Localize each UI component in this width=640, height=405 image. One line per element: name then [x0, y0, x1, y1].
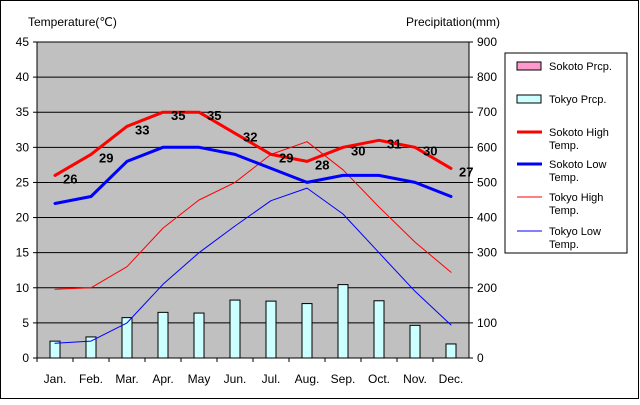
- left-tick-label: 10: [16, 281, 30, 295]
- left-tick-label: 0: [22, 351, 29, 365]
- right-tick-label: 0: [477, 351, 484, 365]
- bar-tokyo-prcp-1: [85, 336, 97, 359]
- left-tick-label: 20: [16, 211, 30, 225]
- gridlines: [37, 76, 469, 324]
- legend-label-1: Tokyo Prcp.: [549, 94, 606, 106]
- right-tick-label: 800: [477, 70, 497, 84]
- data-label-sokoto-high-4: 35: [207, 108, 221, 123]
- bar-tokyo-prcp-2: [121, 317, 133, 359]
- x-tick-label: Jun.: [224, 372, 247, 386]
- line-tokyo-high-temp: [54, 141, 452, 290]
- left-tick-label: 5: [22, 316, 29, 330]
- bar-tokyo-prcp-7: [301, 303, 313, 359]
- legend-label-2: Sokoto High: [549, 127, 609, 139]
- data-labels: 26 29 33 35 35 32 29 28 30 31 30 27: [63, 108, 473, 186]
- left-tick-label: 40: [16, 70, 30, 84]
- x-tick-label: Feb.: [79, 372, 103, 386]
- right-tick-label: 500: [477, 175, 497, 189]
- x-tick-label: Aug.: [295, 372, 320, 386]
- x-tick-label: Nov.: [403, 372, 427, 386]
- data-label-sokoto-high-7: 28: [315, 157, 329, 172]
- bar-tokyo-prcp-6: [265, 300, 277, 359]
- x-tick-label: May: [188, 372, 211, 386]
- legend-swatch-1: [516, 94, 542, 104]
- left-tick-label: 25: [16, 175, 30, 189]
- x-tick-label: Jul.: [262, 372, 281, 386]
- left-tick-label: 45: [16, 35, 30, 49]
- legend-swatch-0: [516, 61, 542, 71]
- right-axis-title: Precipitation(mm): [406, 15, 500, 29]
- legend-label-2: Temp.: [549, 140, 579, 152]
- legend-label-3: Temp.: [549, 172, 579, 184]
- bar-tokyo-prcp-5: [229, 299, 241, 359]
- right-tick-label: 700: [477, 105, 497, 119]
- data-label-sokoto-high-2: 33: [135, 122, 149, 137]
- legend: Sokoto Prcp.Tokyo Prcp.Sokoto HighTemp.S…: [504, 52, 628, 254]
- data-label-sokoto-high-9: 31: [387, 136, 401, 151]
- x-tick-label: Dec.: [439, 372, 464, 386]
- data-label-sokoto-high-8: 30: [351, 143, 365, 158]
- data-label-sokoto-high-10: 30: [423, 143, 437, 158]
- bar-tokyo-prcp-10: [409, 324, 421, 359]
- x-tick-label: Apr.: [152, 372, 173, 386]
- x-tick-label: Jan.: [44, 372, 67, 386]
- data-label-sokoto-high-0: 26: [63, 171, 77, 186]
- legend-label-5: Tokyo Low: [549, 226, 601, 238]
- line-sokoto-high-temp: [53, 110, 453, 177]
- line-sokoto-low-temp: [53, 145, 453, 205]
- data-label-sokoto-high-3: 35: [171, 108, 185, 123]
- legend-label-4: Temp.: [549, 205, 579, 217]
- bar-tokyo-prcp-3: [157, 311, 169, 359]
- x-tick-label: Oct.: [368, 372, 390, 386]
- data-label-sokoto-high-11: 27: [459, 164, 473, 179]
- left-tick-label: 35: [16, 105, 30, 119]
- plot-area: [37, 42, 469, 358]
- right-tick-label: 400: [477, 211, 497, 225]
- bar-tokyo-prcp-4: [193, 312, 205, 359]
- left-tick-label: 30: [16, 140, 30, 154]
- left-tick-label: 15: [16, 246, 30, 260]
- legend-label-0: Sokoto Prcp.: [549, 61, 612, 73]
- data-label-sokoto-high-1: 29: [99, 150, 113, 165]
- left-axis-title: Temperature(℃): [28, 15, 117, 29]
- right-tick-label: 600: [477, 140, 497, 154]
- bar-tokyo-prcp-9: [373, 300, 385, 359]
- bar-tokyo-prcp-11: [445, 343, 457, 359]
- data-label-sokoto-high-5: 32: [243, 129, 257, 144]
- x-tick-label: Sep.: [331, 372, 356, 386]
- right-tick-label: 200: [477, 281, 497, 295]
- right-tick-label: 900: [477, 35, 497, 49]
- axes: 0 5 10 15 20 25 30 35 40 45 0 100 200 300 400 500 600 700…: [16, 35, 498, 386]
- legend-label-4: Tokyo High: [549, 192, 603, 204]
- right-tick-label: 100: [477, 316, 497, 330]
- legend-label-3: Sokoto Low: [549, 159, 607, 171]
- x-tick-label: Mar.: [115, 372, 138, 386]
- right-tick-label: 300: [477, 246, 497, 260]
- legend-box: [504, 52, 628, 254]
- temperature-lines: [53, 110, 453, 344]
- data-label-sokoto-high-6: 29: [279, 150, 293, 165]
- line-tokyo-low-temp: [54, 187, 452, 344]
- legend-label-5: Temp.: [549, 239, 579, 251]
- bar-tokyo-prcp-8: [337, 284, 349, 359]
